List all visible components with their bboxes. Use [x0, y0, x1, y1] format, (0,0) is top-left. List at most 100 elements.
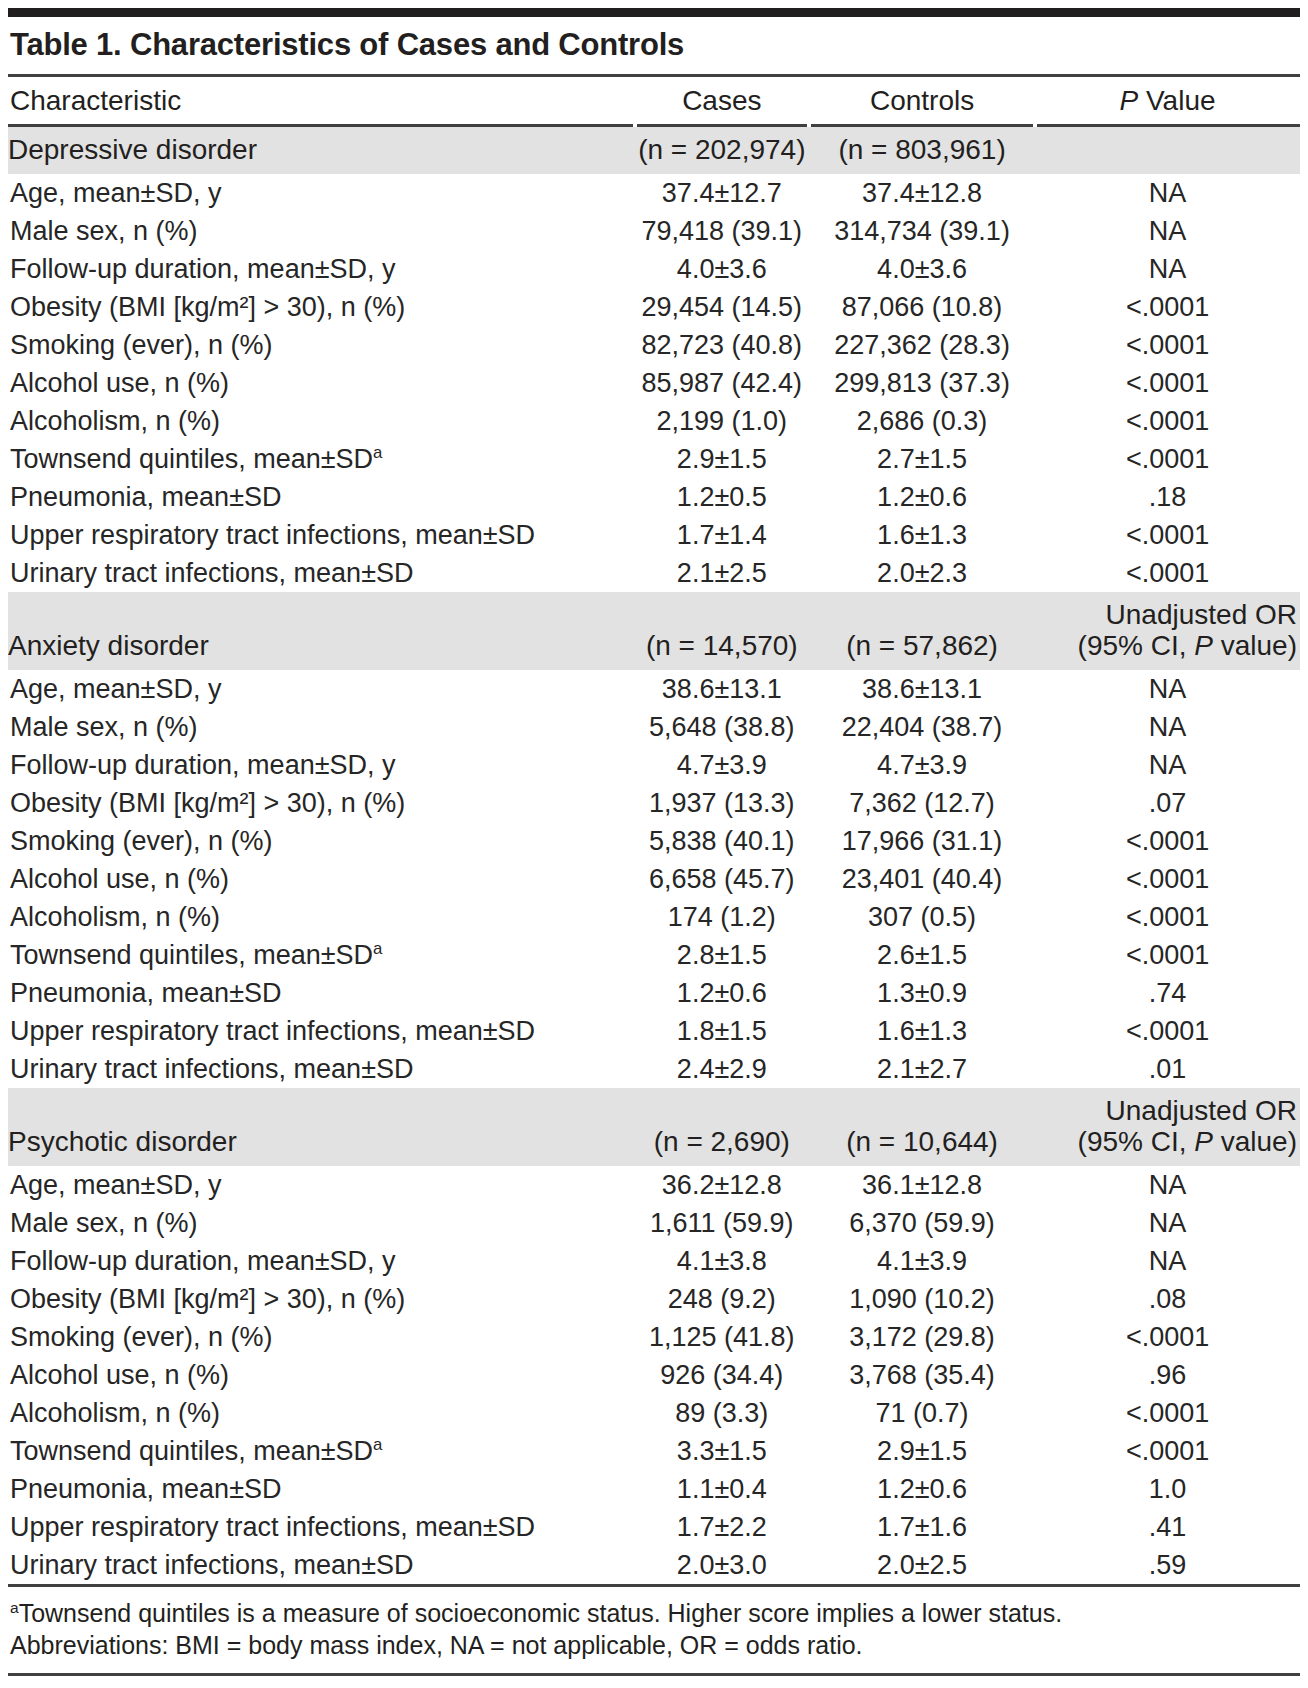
p-value-cell: <.0001 — [1035, 554, 1300, 592]
cases-value-cell: 926 (34.4) — [635, 1356, 809, 1394]
section-controls-n-cell: (n = 10,644) — [809, 1088, 1035, 1166]
p-value-cell: .96 — [1035, 1356, 1300, 1394]
characteristic-label: Male sex, n (%) — [10, 712, 198, 742]
controls-value-cell: 2.6±1.5 — [809, 936, 1035, 974]
characteristic-cell: Follow-up duration, mean±SD, y — [8, 746, 635, 784]
characteristic-cell: Urinary tract infections, mean±SD — [8, 554, 635, 592]
data-row: Age, mean±SD, y37.4±12.737.4±12.8NA — [8, 174, 1300, 212]
cases-value-cell: 1.2±0.6 — [635, 974, 809, 1012]
data-row: Upper respiratory tract infections, mean… — [8, 516, 1300, 554]
data-row: Smoking (ever), n (%)82,723 (40.8)227,36… — [8, 326, 1300, 364]
controls-value-cell: 307 (0.5) — [809, 898, 1035, 936]
characteristic-label: Age, mean±SD, y — [10, 178, 221, 208]
data-row: Upper respiratory tract infections, mean… — [8, 1508, 1300, 1546]
data-row: Townsend quintiles, mean±SDa3.3±1.52.9±1… — [8, 1432, 1300, 1470]
or-header-line1: Unadjusted OR — [1035, 1095, 1297, 1126]
section-header-row-anxiety-disorder: Anxiety disorder(n = 14,570)(n = 57,862)… — [8, 592, 1300, 670]
data-row: Urinary tract infections, mean±SD2.1±2.5… — [8, 554, 1300, 592]
cases-value-cell: 5,838 (40.1) — [635, 822, 809, 860]
data-row: Follow-up duration, mean±SD, y4.1±3.84.1… — [8, 1242, 1300, 1280]
data-row: Upper respiratory tract infections, mean… — [8, 1012, 1300, 1050]
characteristic-label: Smoking (ever), n (%) — [10, 330, 273, 360]
controls-value-cell: 4.7±3.9 — [809, 746, 1035, 784]
characteristic-cell: Obesity (BMI [kg/m²] > 30), n (%) — [8, 1280, 635, 1318]
controls-value-cell: 38.6±13.1 — [809, 670, 1035, 708]
characteristic-label: Alcohol use, n (%) — [10, 1360, 229, 1390]
p-value-cell: <.0001 — [1035, 1012, 1300, 1050]
p-value-cell: <.0001 — [1035, 1318, 1300, 1356]
p-value-cell: NA — [1035, 174, 1300, 212]
p-value-cell: .07 — [1035, 784, 1300, 822]
characteristic-label: Smoking (ever), n (%) — [10, 826, 273, 856]
p-value-cell: <.0001 — [1035, 860, 1300, 898]
characteristic-cell: Age, mean±SD, y — [8, 174, 635, 212]
section-header-row-depressive-disorder: Depressive disorder(n = 202,974)(n = 803… — [8, 127, 1300, 174]
controls-value-cell: 6,370 (59.9) — [809, 1204, 1035, 1242]
or-header-line1: Unadjusted OR — [1035, 599, 1297, 630]
p-value-cell: NA — [1035, 670, 1300, 708]
p-value-cell: <.0001 — [1035, 1394, 1300, 1432]
cases-value-cell: 2.9±1.5 — [635, 440, 809, 478]
data-row: Alcoholism, n (%)89 (3.3)71 (0.7)<.0001 — [8, 1394, 1300, 1432]
controls-value-cell: 314,734 (39.1) — [809, 212, 1035, 250]
section-controls-n-cell: (n = 57,862) — [809, 592, 1035, 670]
characteristic-cell: Follow-up duration, mean±SD, y — [8, 250, 635, 288]
data-row: Townsend quintiles, mean±SDa2.8±1.52.6±1… — [8, 936, 1300, 974]
p-value-cell: .41 — [1035, 1508, 1300, 1546]
col-header-p-value: P Value — [1035, 77, 1300, 127]
characteristic-label: Townsend quintiles, mean±SD — [10, 1436, 373, 1466]
p-value-cell: NA — [1035, 1204, 1300, 1242]
cases-value-cell: 1.2±0.5 — [635, 478, 809, 516]
characteristic-cell: Alcohol use, n (%) — [8, 860, 635, 898]
controls-value-cell: 2,686 (0.3) — [809, 402, 1035, 440]
p-value-header-rest: Value — [1138, 85, 1215, 116]
characteristic-label: Upper respiratory tract infections, mean… — [10, 520, 535, 550]
footnote-abbreviations: Abbreviations: BMI = body mass index, NA… — [10, 1629, 1298, 1661]
cases-value-cell: 2.4±2.9 — [635, 1050, 809, 1088]
characteristic-footnote-marker: a — [373, 1435, 382, 1454]
cases-value-cell: 5,648 (38.8) — [635, 708, 809, 746]
p-value-cell: NA — [1035, 212, 1300, 250]
controls-value-cell: 2.9±1.5 — [809, 1432, 1035, 1470]
or-header-line2-post: value) — [1213, 1126, 1297, 1157]
p-value-cell: 1.0 — [1035, 1470, 1300, 1508]
cases-value-cell: 1.1±0.4 — [635, 1470, 809, 1508]
data-row: Male sex, n (%)1,611 (59.9)6,370 (59.9)N… — [8, 1204, 1300, 1242]
characteristic-label: Male sex, n (%) — [10, 1208, 198, 1238]
controls-value-cell: 87,066 (10.8) — [809, 288, 1035, 326]
section-header-row-psychotic-disorder: Psychotic disorder(n = 2,690)(n = 10,644… — [8, 1088, 1300, 1166]
p-value-cell: <.0001 — [1035, 364, 1300, 402]
characteristic-label: Townsend quintiles, mean±SD — [10, 444, 373, 474]
characteristics-table: Characteristic Cases Controls P Value De… — [8, 77, 1300, 1587]
controls-value-cell: 4.1±3.9 — [809, 1242, 1035, 1280]
cases-value-cell: 4.0±3.6 — [635, 250, 809, 288]
characteristic-label: Pneumonia, mean±SD — [10, 1474, 281, 1504]
data-row: Obesity (BMI [kg/m²] > 30), n (%)248 (9.… — [8, 1280, 1300, 1318]
p-value-header-italic: P — [1120, 85, 1139, 116]
characteristic-cell: Smoking (ever), n (%) — [8, 326, 635, 364]
controls-value-cell: 2.7±1.5 — [809, 440, 1035, 478]
section-or-header-cell — [1035, 127, 1300, 174]
footnotes: aTownsend quintiles is a measure of soci… — [8, 1587, 1300, 1676]
section-name-cell: Depressive disorder — [8, 127, 635, 174]
p-value-cell: .18 — [1035, 478, 1300, 516]
section-or-header-cell: Unadjusted OR(95% CI, P value) — [1035, 592, 1300, 670]
p-value-cell: NA — [1035, 1242, 1300, 1280]
characteristic-cell: Smoking (ever), n (%) — [8, 822, 635, 860]
characteristic-cell: Upper respiratory tract infections, mean… — [8, 516, 635, 554]
section-or-header-cell: Unadjusted OR(95% CI, P value) — [1035, 1088, 1300, 1166]
controls-value-cell: 71 (0.7) — [809, 1394, 1035, 1432]
data-row: Alcohol use, n (%)6,658 (45.7)23,401 (40… — [8, 860, 1300, 898]
characteristic-cell: Alcohol use, n (%) — [8, 364, 635, 402]
controls-value-cell: 36.1±12.8 — [809, 1166, 1035, 1204]
characteristic-label: Alcoholism, n (%) — [10, 1398, 220, 1428]
or-header-line2-p: P — [1194, 1126, 1213, 1157]
controls-value-cell: 37.4±12.8 — [809, 174, 1035, 212]
controls-value-cell: 23,401 (40.4) — [809, 860, 1035, 898]
data-row: Obesity (BMI [kg/m²] > 30), n (%)29,454 … — [8, 288, 1300, 326]
characteristic-cell: Smoking (ever), n (%) — [8, 1318, 635, 1356]
data-row: Alcoholism, n (%)2,199 (1.0)2,686 (0.3)<… — [8, 402, 1300, 440]
p-value-cell: NA — [1035, 1166, 1300, 1204]
characteristic-footnote-marker: a — [373, 443, 382, 462]
cases-value-cell: 2.8±1.5 — [635, 936, 809, 974]
